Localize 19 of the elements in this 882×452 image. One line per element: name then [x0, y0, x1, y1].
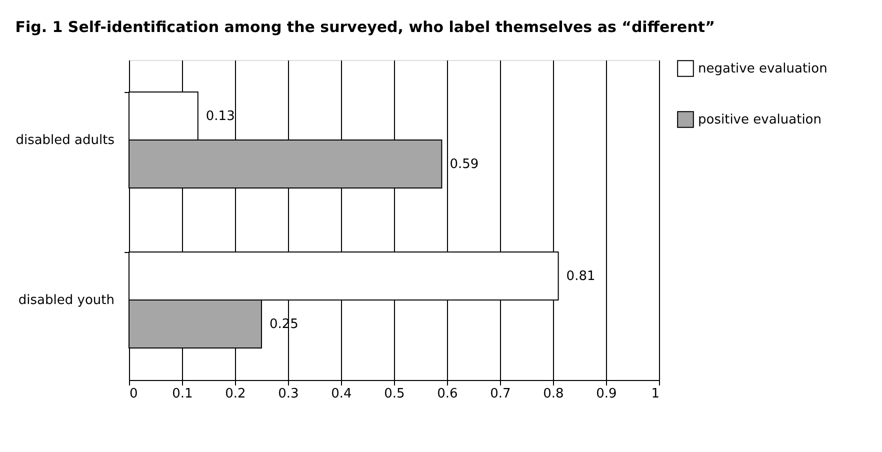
x-tick-label: 1	[651, 386, 660, 402]
legend-label: negative evaluation	[698, 62, 828, 76]
x-tick-label: 0.2	[225, 386, 246, 402]
x-tick-label: 0.6	[437, 386, 458, 402]
x-tick-label: 0.9	[596, 386, 617, 402]
y-tick-label: disabled youth	[18, 293, 114, 308]
legend-label: positive evaluation	[698, 112, 822, 128]
data-label: 0.59	[450, 157, 479, 172]
data-label: 0.13	[206, 109, 235, 124]
x-tick-label: 0.7	[490, 386, 511, 402]
x-tick-label: 0.8	[543, 386, 564, 402]
x-tick-label: 0.4	[331, 386, 352, 402]
chart-title: Fig. 1 Self-identification among the surveyed, who label themselves as “different”	[15, 18, 715, 36]
x-tick-label: 0.5	[384, 386, 405, 402]
x-tick-label: 0.1	[172, 386, 193, 402]
data-label: 0.81	[566, 269, 596, 284]
x-tick-label: 0.3	[278, 386, 299, 402]
y-tick-label: disabled adults	[16, 133, 115, 148]
x-tick-label: 0	[130, 386, 138, 402]
